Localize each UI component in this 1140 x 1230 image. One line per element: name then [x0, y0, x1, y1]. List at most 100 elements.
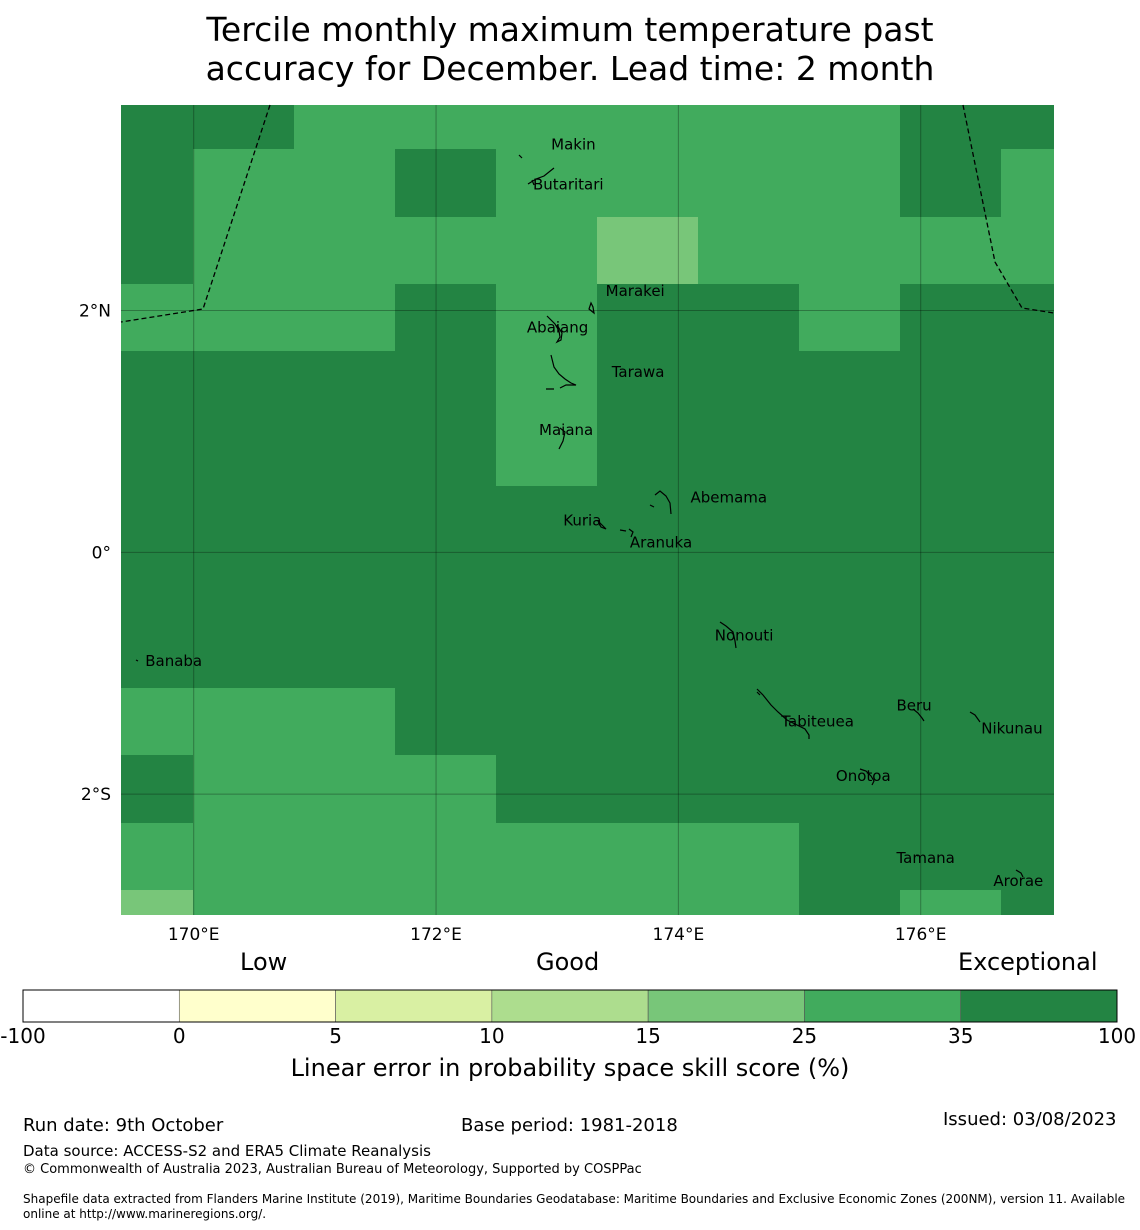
island-label: Abaiang	[527, 318, 588, 336]
island-label: Nonouti	[715, 627, 774, 645]
skill-cell	[597, 486, 698, 688]
skill-cell	[1001, 149, 1054, 217]
island-abemama	[649, 490, 672, 515]
title-line-1: Tercile monthly maximum temperature past	[206, 10, 934, 49]
skill-cell	[900, 351, 1001, 486]
colorbar-bin	[647, 989, 805, 1023]
colorbar-tick-label: 100	[1097, 1024, 1137, 1048]
island-banaba	[135, 659, 139, 662]
latitude-tick-label: 2°N	[79, 302, 111, 322]
longitude-tick-label: 176°E	[895, 925, 947, 945]
skill-cell	[900, 823, 1001, 890]
skill-cell	[193, 217, 294, 284]
colorbar-tick-label: 5	[329, 1024, 342, 1048]
skill-cell	[597, 755, 698, 823]
skill-cell	[799, 823, 900, 890]
skill-cell	[294, 486, 395, 688]
legend-category-low: Low	[240, 948, 288, 976]
island-tarawa	[546, 354, 577, 390]
base-period: Base period: 1981-2018	[461, 1115, 678, 1136]
skill-cell	[395, 688, 496, 755]
skill-cell	[799, 217, 900, 284]
island-label: Marakei	[606, 282, 665, 300]
skill-cell	[294, 284, 395, 351]
skill-cell	[395, 890, 496, 915]
skill-grid	[121, 105, 1054, 915]
island-makin	[518, 154, 523, 159]
island-label: Kuria	[563, 512, 601, 530]
skill-cell	[1001, 688, 1054, 755]
island-label: Maiana	[539, 421, 593, 439]
island-label: Abemama	[690, 489, 767, 507]
colorbar-bin	[22, 989, 180, 1023]
skill-cell	[900, 890, 1001, 915]
skill-cell	[900, 284, 1001, 351]
island-arorae	[1015, 869, 1024, 878]
island-labels: Makin Butaritari Marakei Abaiang Tarawa Maian…	[145, 136, 1043, 890]
skill-cell	[193, 486, 294, 688]
legend-category-good: Good	[536, 948, 600, 976]
skill-cell	[121, 149, 193, 217]
skill-cell	[496, 351, 597, 486]
skill-cell	[395, 823, 496, 890]
skill-cell	[1001, 284, 1054, 351]
island-onotoa	[859, 768, 875, 786]
skill-cell	[799, 890, 900, 915]
skill-cell	[121, 284, 193, 351]
skill-cell	[1001, 890, 1054, 915]
skill-cell	[294, 755, 395, 823]
colorbar-tick-label: -100	[0, 1024, 46, 1048]
colorbar	[22, 989, 1118, 1023]
skill-cell	[294, 351, 395, 486]
skill-cell	[597, 217, 698, 284]
skill-cell	[1001, 351, 1054, 486]
skill-cell	[121, 217, 193, 284]
skill-cell	[496, 217, 597, 284]
colorbar-frame	[22, 989, 1118, 1023]
skill-cell	[193, 688, 294, 755]
island-outlines	[135, 154, 1024, 878]
longitude-ticks: 170°E 172°E 174°E 176°E	[168, 925, 947, 945]
skill-cell	[121, 351, 193, 486]
skill-cell	[395, 217, 496, 284]
island-label: Tarawa	[611, 363, 665, 381]
skill-cell	[799, 284, 900, 351]
skill-cell	[698, 486, 799, 688]
skill-cell	[496, 688, 597, 755]
skill-cell	[395, 149, 496, 217]
skill-cell	[799, 486, 900, 688]
skill-cell	[900, 105, 1001, 149]
skill-cell	[294, 823, 395, 890]
colorbar-bin	[960, 989, 1118, 1023]
skill-cell	[294, 890, 395, 915]
copyright: © Commonwealth of Australia 2023, Austra…	[23, 1162, 642, 1177]
skill-cell	[294, 105, 395, 149]
island-label: Aranuka	[630, 533, 692, 551]
skill-cell	[698, 755, 799, 823]
skill-cell	[1001, 105, 1054, 149]
island-aranuka	[619, 528, 634, 538]
skill-cell	[395, 284, 496, 351]
skill-cell	[496, 105, 597, 149]
skill-cell	[900, 688, 1001, 755]
skill-cell	[799, 351, 900, 486]
skill-cell	[193, 351, 294, 486]
map-figure: Makin Butaritari Marakei Abaiang Tarawa Maian…	[79, 104, 1055, 945]
skill-cell	[496, 823, 597, 890]
island-label: Onotoa	[836, 767, 891, 785]
run-date: Run date: 9th October	[23, 1115, 224, 1136]
longitude-tick-label: 174°E	[653, 925, 705, 945]
colorbar-tick-label: 10	[479, 1024, 505, 1048]
skill-cell	[294, 217, 395, 284]
skill-cell	[1001, 755, 1054, 823]
skill-cell	[395, 105, 496, 149]
map-title: Tercile monthly maximum temperature past…	[0, 10, 1140, 88]
skill-cell	[597, 890, 698, 915]
skill-cell	[395, 755, 496, 823]
shapefile-credit-line-2: online at http://www.marineregions.org/.	[23, 1207, 267, 1221]
island-maiana	[558, 427, 566, 450]
skill-cell	[698, 149, 799, 217]
skill-cell	[597, 688, 698, 755]
skill-cell	[597, 105, 698, 149]
skill-cell	[121, 823, 193, 890]
